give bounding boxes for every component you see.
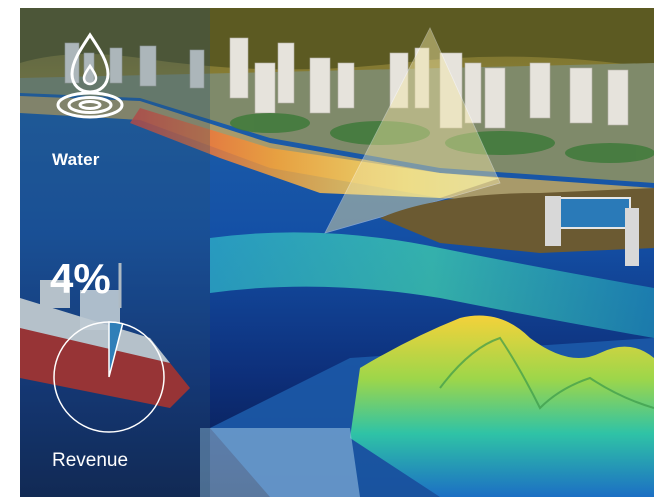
hero-banner: Water 4% Revenue	[20, 8, 654, 497]
percent-value: 4%	[50, 255, 111, 302]
metric-panel	[20, 8, 210, 497]
revenue-share-pie	[53, 321, 165, 433]
pie-slice-share	[108, 321, 124, 378]
metric-label: Revenue	[52, 450, 129, 471]
water-drop-ripple-icon	[56, 32, 124, 119]
category-label: Water	[52, 150, 100, 169]
